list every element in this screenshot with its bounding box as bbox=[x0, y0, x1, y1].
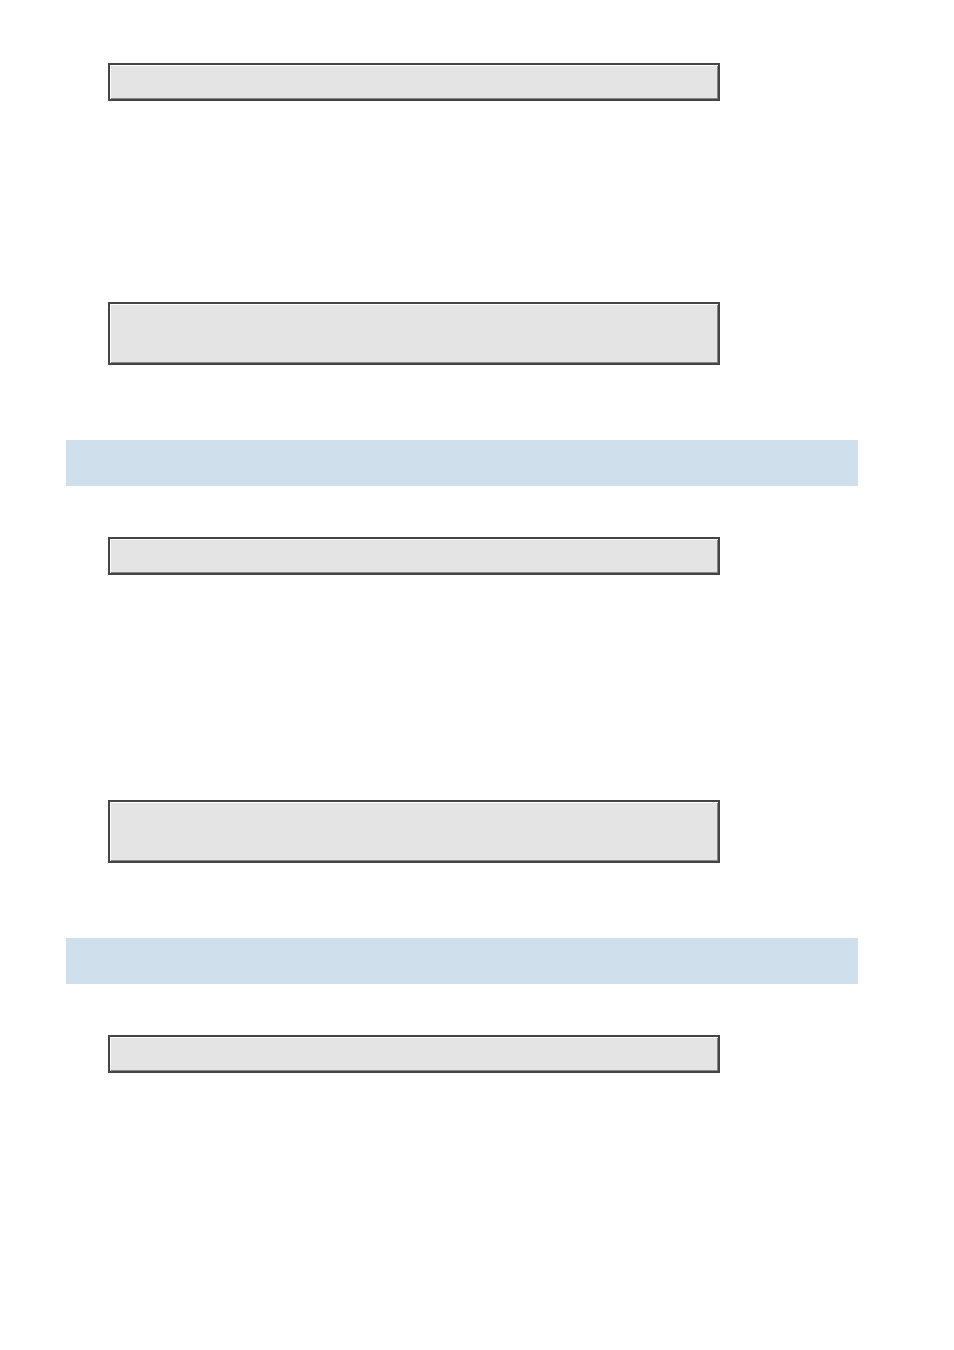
document-page bbox=[0, 0, 954, 1350]
codebox-4 bbox=[108, 800, 720, 863]
codebox-5 bbox=[108, 1035, 720, 1073]
codebox-3 bbox=[108, 537, 720, 575]
band-1 bbox=[66, 440, 858, 486]
codebox-1 bbox=[108, 63, 720, 101]
codebox-2 bbox=[108, 302, 720, 365]
band-2 bbox=[66, 938, 858, 984]
